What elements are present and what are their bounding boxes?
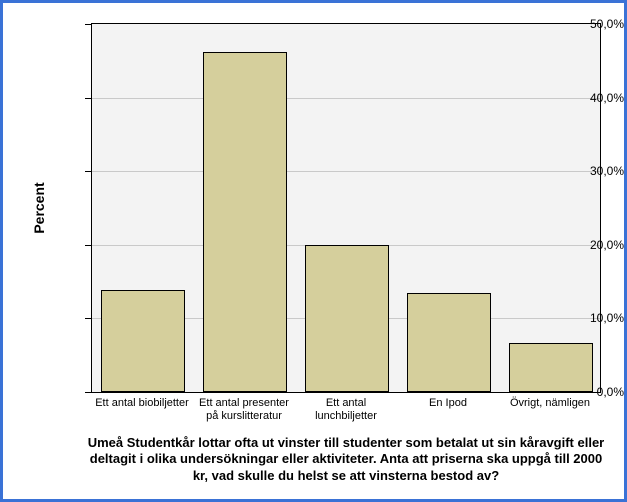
category-label: Ett antal presenter på kurslitteratur	[193, 397, 295, 422]
y-tick	[85, 392, 91, 393]
y-axis-title: Percent	[31, 182, 47, 233]
chart-frame: 0,0%10,0%20,0%30,0%40,0%50,0% Percent Et…	[0, 0, 627, 502]
category-label: Ett antal biobiljetter	[91, 397, 193, 410]
bar	[305, 245, 389, 392]
y-tick-label: 20,0%	[546, 238, 624, 252]
bar	[101, 290, 185, 392]
plot-area	[91, 23, 601, 393]
bar	[407, 293, 491, 392]
y-tick	[85, 171, 91, 172]
category-label: En Ipod	[397, 397, 499, 410]
y-tick	[85, 245, 91, 246]
y-tick-label: 40,0%	[546, 91, 624, 105]
y-tick-label: 30,0%	[546, 164, 624, 178]
y-tick-label: 50,0%	[546, 17, 624, 31]
gridline	[92, 171, 600, 172]
category-label: Övrigt, nämligen	[499, 397, 601, 410]
y-tick	[85, 98, 91, 99]
y-tick-label: 10,0%	[546, 311, 624, 325]
x-axis-title: Umeå Studentkår lottar ofta ut vinster t…	[86, 435, 606, 484]
category-label: Ett antal lunchbiljetter	[295, 397, 397, 422]
y-tick	[85, 24, 91, 25]
bar	[203, 52, 287, 392]
gridline	[92, 98, 600, 99]
y-tick	[85, 318, 91, 319]
